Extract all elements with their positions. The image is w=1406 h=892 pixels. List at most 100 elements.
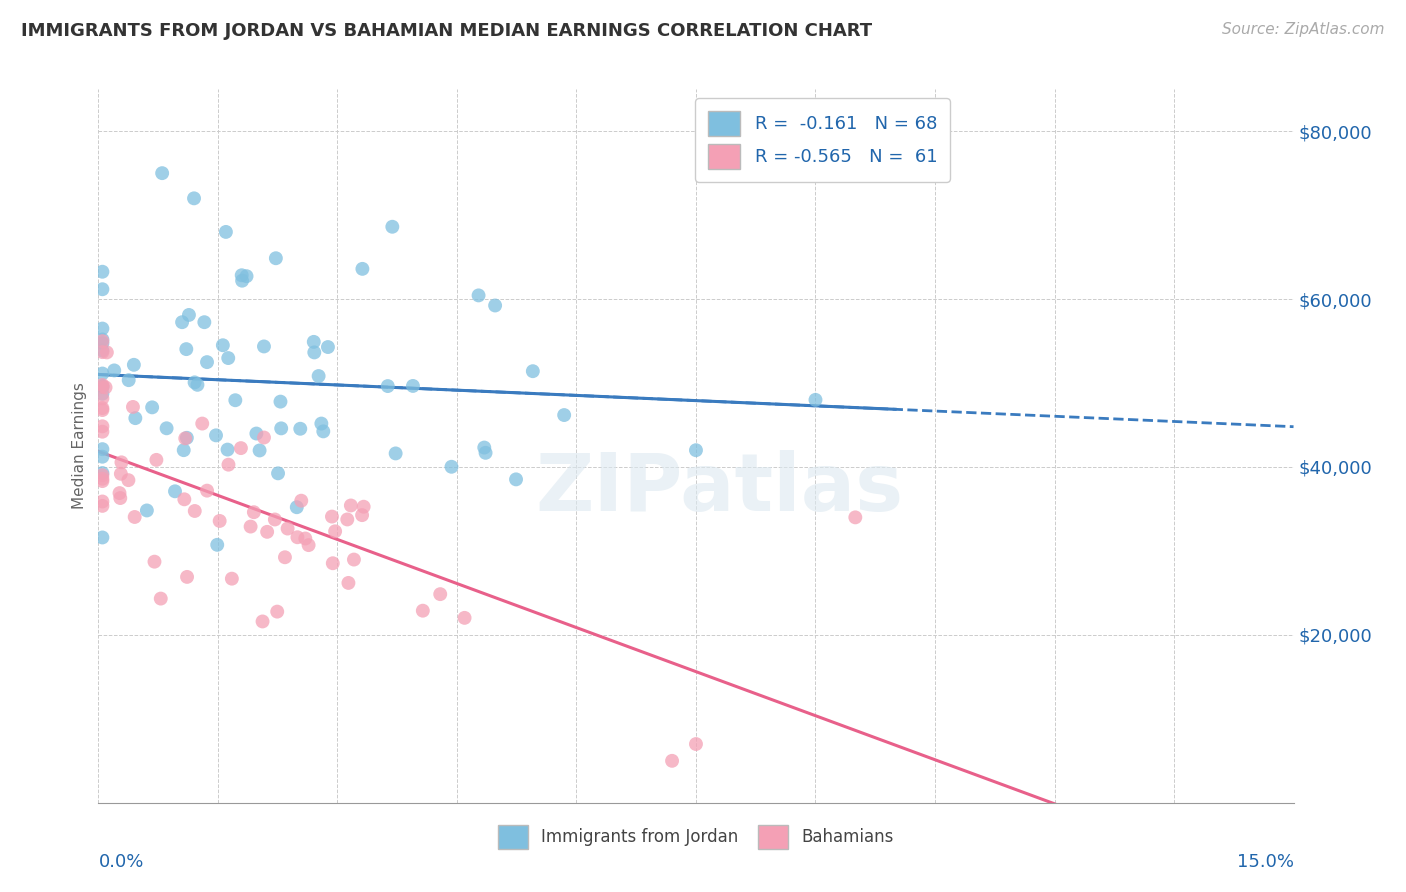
Point: [239, 519, 262, 533]
Point: [124, 411, 146, 425]
Point: [91, 466, 114, 480]
Point: [91, 472, 114, 486]
Point: [91, 380, 114, 394]
Point: [231, 268, 253, 283]
Point: [308, 369, 330, 384]
Point: [91, 265, 114, 279]
Point: [221, 572, 243, 586]
Point: [176, 431, 198, 445]
Point: [91, 282, 114, 296]
Point: [135, 503, 157, 517]
Point: [176, 570, 198, 584]
Point: [311, 417, 333, 431]
Point: [91, 343, 114, 358]
Point: [217, 442, 239, 457]
Point: [174, 431, 197, 445]
Point: [253, 339, 276, 353]
Point: [195, 483, 218, 498]
Point: [353, 500, 375, 514]
Point: [243, 505, 266, 519]
Point: [440, 459, 463, 474]
Point: [381, 219, 404, 234]
Point: [217, 351, 239, 365]
Point: [352, 508, 374, 523]
Point: [685, 737, 707, 751]
Point: [91, 336, 114, 351]
Point: [553, 408, 575, 422]
Point: [343, 552, 366, 566]
Point: [208, 514, 231, 528]
Text: IMMIGRANTS FROM JORDAN VS BAHAMIAN MEDIAN EARNINGS CORRELATION CHART: IMMIGRANTS FROM JORDAN VS BAHAMIAN MEDIA…: [21, 22, 872, 40]
Y-axis label: Median Earnings: Median Earnings: [72, 383, 87, 509]
Point: [91, 392, 114, 406]
Point: [336, 512, 359, 526]
Point: [429, 587, 451, 601]
Point: [229, 441, 252, 455]
Point: [231, 274, 253, 288]
Point: [294, 532, 316, 546]
Point: [155, 421, 177, 435]
Point: [277, 522, 299, 536]
Text: 0.0%: 0.0%: [98, 853, 143, 871]
Point: [91, 333, 114, 347]
Point: [184, 504, 207, 518]
Point: [118, 373, 141, 387]
Point: [91, 378, 114, 392]
Point: [91, 403, 114, 417]
Point: [316, 340, 339, 354]
Point: [270, 421, 292, 435]
Point: [91, 419, 114, 434]
Point: [91, 468, 114, 483]
Point: [186, 377, 208, 392]
Point: [176, 342, 198, 356]
Point: [103, 363, 125, 377]
Point: [267, 467, 290, 481]
Point: [522, 364, 544, 378]
Point: [337, 576, 360, 591]
Point: [91, 367, 114, 381]
Point: [91, 380, 114, 394]
Point: [110, 491, 132, 505]
Point: [274, 550, 297, 565]
Point: [453, 611, 475, 625]
Point: [205, 428, 228, 442]
Point: [91, 425, 114, 439]
Point: [117, 473, 139, 487]
Point: [467, 288, 489, 302]
Point: [505, 472, 527, 486]
Point: [661, 754, 683, 768]
Point: [149, 591, 172, 606]
Point: [141, 401, 163, 415]
Point: [269, 394, 291, 409]
Point: [484, 298, 506, 312]
Point: [150, 166, 173, 180]
Point: [110, 455, 132, 469]
Text: 15.0%: 15.0%: [1236, 853, 1294, 871]
Point: [122, 358, 145, 372]
Point: [253, 430, 276, 444]
Point: [352, 261, 374, 276]
Point: [256, 524, 278, 539]
Point: [177, 308, 200, 322]
Point: [474, 446, 496, 460]
Point: [195, 355, 218, 369]
Point: [384, 446, 406, 460]
Point: [91, 442, 114, 457]
Point: [377, 379, 399, 393]
Point: [91, 474, 114, 488]
Point: [844, 510, 866, 524]
Point: [207, 538, 229, 552]
Point: [173, 492, 195, 507]
Point: [312, 425, 335, 439]
Text: ZIPatlas: ZIPatlas: [536, 450, 904, 528]
Point: [91, 386, 114, 401]
Point: [235, 269, 257, 284]
Point: [302, 334, 325, 349]
Point: [91, 345, 114, 359]
Point: [94, 380, 117, 394]
Point: [143, 555, 166, 569]
Point: [124, 510, 146, 524]
Point: [110, 467, 132, 481]
Point: [290, 422, 312, 436]
Point: [285, 500, 308, 515]
